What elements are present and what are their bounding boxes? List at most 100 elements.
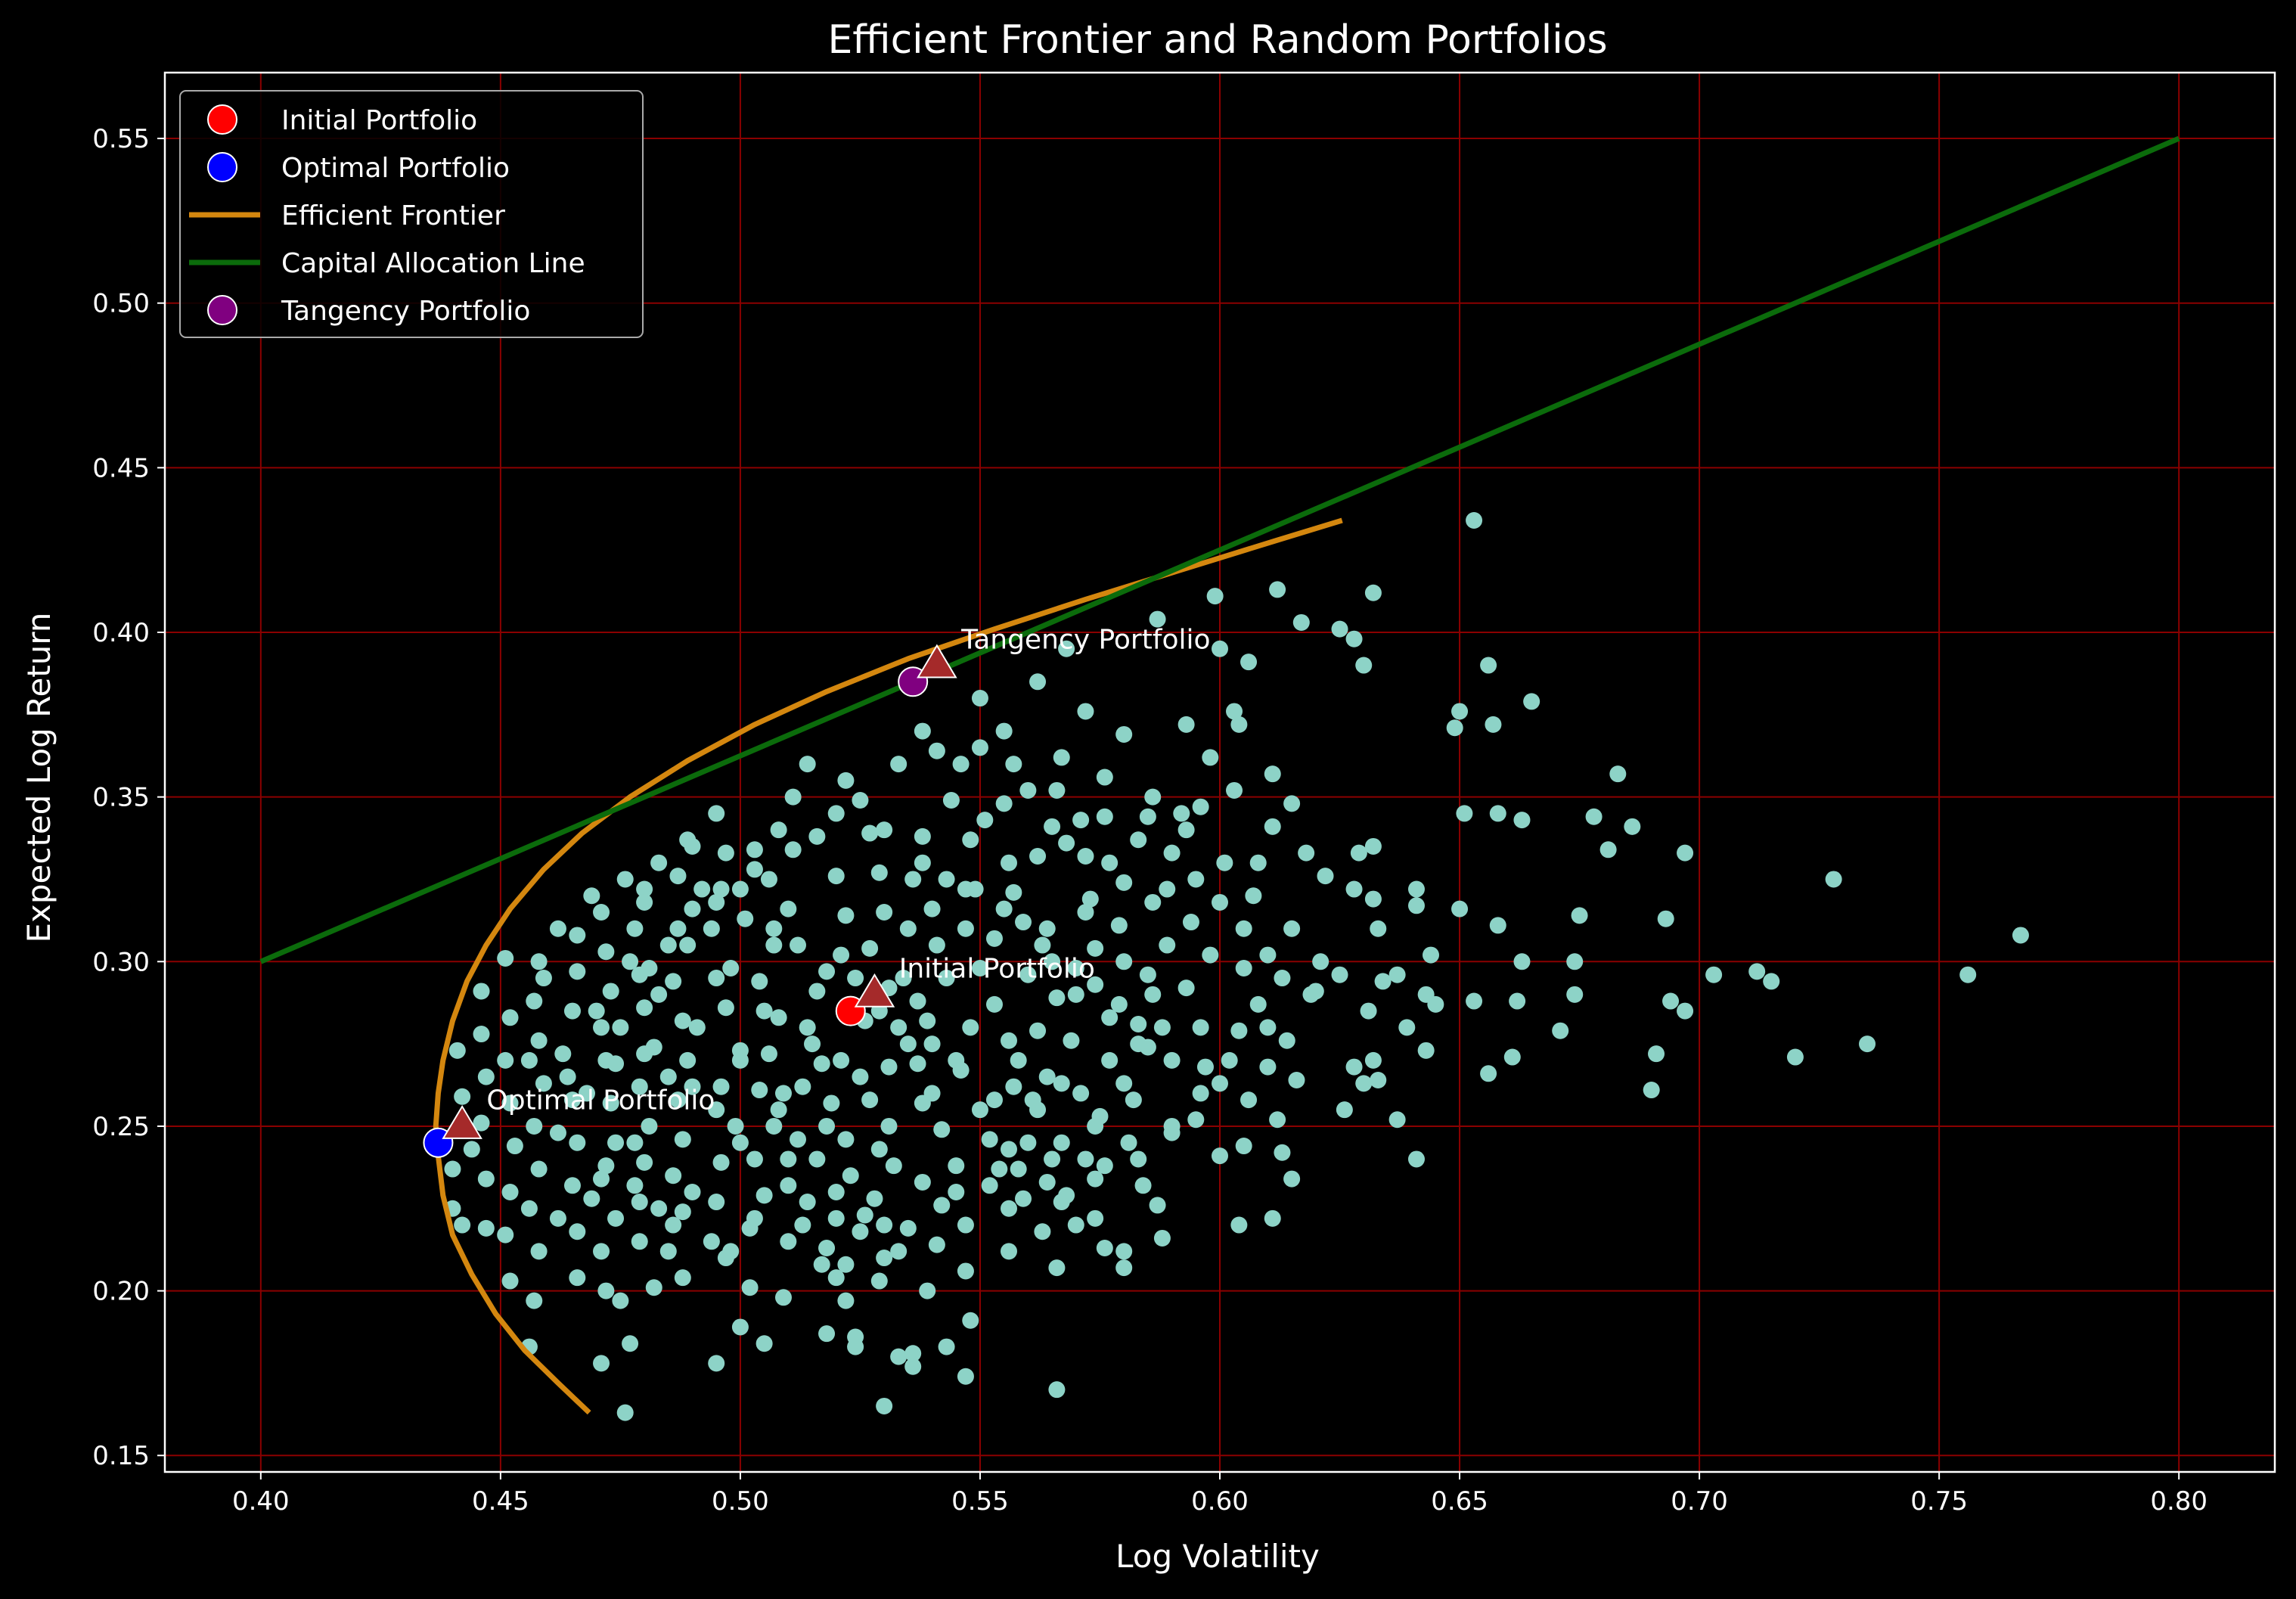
random-portfolio-point: [497, 949, 514, 967]
random-portfolio-point: [712, 1078, 730, 1095]
y-tick-label: 0.20: [92, 1277, 150, 1307]
legend-swatch-dot: [207, 295, 237, 325]
random-portfolio-point: [583, 1190, 600, 1207]
random-portfolio-point: [756, 1002, 773, 1020]
random-portfolio-point: [597, 943, 615, 961]
random-portfolio-point: [1159, 880, 1176, 898]
random-portfolio-point: [569, 963, 586, 980]
random-portfolio-point: [1048, 781, 1066, 799]
random-portfolio-point: [1364, 837, 1382, 855]
random-portfolio-point: [1115, 1259, 1133, 1277]
random-portfolio-point: [923, 1085, 941, 1102]
random-portfolio-point: [1034, 1223, 1051, 1240]
random-portfolio-point: [1269, 1111, 1286, 1129]
random-portfolio-point: [569, 1134, 586, 1151]
random-portfolio-point: [616, 1404, 634, 1421]
random-portfolio-point: [790, 1131, 806, 1148]
random-portfolio-point: [1153, 1019, 1171, 1036]
random-portfolio-point: [1240, 654, 1258, 671]
random-portfolio-point: [1163, 1051, 1181, 1069]
random-portfolio-point: [708, 893, 725, 911]
random-portfolio-point: [717, 844, 734, 862]
random-portfolio-point: [1110, 917, 1128, 934]
random-portfolio-point: [597, 1051, 615, 1069]
random-portfolio-point: [526, 992, 543, 1010]
random-portfolio-point: [679, 1051, 697, 1069]
random-portfolio-point: [765, 1117, 783, 1135]
random-portfolio-point: [722, 960, 740, 976]
random-portfolio-point: [1407, 1150, 1425, 1168]
random-portfolio-point: [847, 1338, 864, 1355]
random-portfolio-point: [933, 1197, 951, 1214]
random-portfolio-point: [1110, 995, 1128, 1013]
random-portfolio-point: [659, 1243, 677, 1260]
random-portfolio-point: [665, 973, 682, 990]
x-tick-label: 0.60: [1191, 1486, 1249, 1517]
random-portfolio-point: [837, 1131, 855, 1148]
random-portfolio-point: [684, 900, 701, 917]
random-portfolio-point: [1364, 890, 1382, 908]
random-portfolio-point: [612, 1292, 629, 1309]
random-portfolio-point: [890, 756, 908, 773]
random-portfolio-point: [948, 1184, 965, 1200]
random-portfolio-point: [535, 1075, 552, 1092]
random-portfolio-point: [1451, 900, 1469, 917]
random-portfolio-point: [971, 690, 988, 707]
random-portfolio-point: [794, 1216, 811, 1234]
x-tick-label: 0.80: [2150, 1486, 2208, 1517]
random-portfolio-point: [636, 1045, 653, 1063]
random-portfolio-point: [602, 983, 619, 1000]
random-portfolio-point: [942, 792, 960, 809]
random-portfolio-point: [708, 1194, 725, 1211]
random-portfolio-point: [1048, 1381, 1066, 1399]
grid: [165, 73, 2275, 1472]
random-portfolio-point: [712, 880, 730, 898]
random-portfolio-point: [1202, 946, 1219, 964]
random-portfolio-point: [1786, 1048, 1804, 1066]
random-portfolio-point: [1825, 871, 1842, 888]
random-portfolio-point: [1177, 821, 1195, 839]
random-portfolio-point: [549, 1124, 566, 1141]
random-portfolio-point: [549, 1209, 566, 1227]
random-portfolio-point: [1130, 1016, 1147, 1032]
random-portfolio-point: [962, 831, 979, 849]
random-portfolio-point: [1087, 939, 1104, 957]
random-portfolio-point: [645, 1279, 662, 1296]
random-portfolio-point: [1115, 1075, 1133, 1092]
random-portfolio-point: [626, 920, 644, 937]
random-portfolio-point: [837, 1256, 855, 1273]
random-portfolio-point: [708, 1355, 725, 1372]
random-portfolio-point: [1077, 904, 1094, 921]
random-portfolio-point: [899, 1035, 917, 1053]
random-portfolio-point: [938, 970, 955, 987]
random-portfolio-point: [1139, 966, 1156, 983]
random-portfolio-point: [847, 970, 864, 987]
random-portfolio-point: [607, 1209, 625, 1227]
random-portfolio-point: [1087, 976, 1104, 993]
random-portfolio-point: [852, 1068, 869, 1085]
random-portfolio-point: [746, 1209, 763, 1227]
random-portfolio-point: [650, 1200, 668, 1217]
random-portfolio-point: [818, 1117, 836, 1135]
random-portfolio-point: [1763, 973, 1780, 990]
random-portfolio-point: [1235, 960, 1252, 976]
random-portfolio-point: [1044, 953, 1061, 970]
random-portfolio-point: [1096, 808, 1113, 825]
random-portfolio-point: [569, 927, 586, 944]
random-portfolio-point: [780, 1177, 797, 1194]
random-portfolio-point: [669, 920, 687, 937]
random-portfolio-point: [1024, 1091, 1041, 1109]
random-portfolio-point: [914, 722, 931, 740]
random-portfolio-point: [1077, 1150, 1094, 1168]
random-portfolio-point: [751, 973, 768, 990]
random-portfolio-point: [1015, 1190, 1032, 1207]
random-portfolio-point: [588, 1002, 605, 1020]
random-portfolio-point: [971, 960, 988, 976]
random-portfolio-point: [1513, 953, 1531, 970]
random-portfolio-point: [1370, 920, 1387, 937]
random-portfolio-point: [636, 999, 653, 1017]
random-portfolio-point: [1485, 716, 1502, 733]
legend-label: Initial Portfolio: [281, 105, 477, 136]
random-portfolio-point: [1249, 854, 1267, 871]
random-portfolio-point: [674, 1203, 691, 1221]
